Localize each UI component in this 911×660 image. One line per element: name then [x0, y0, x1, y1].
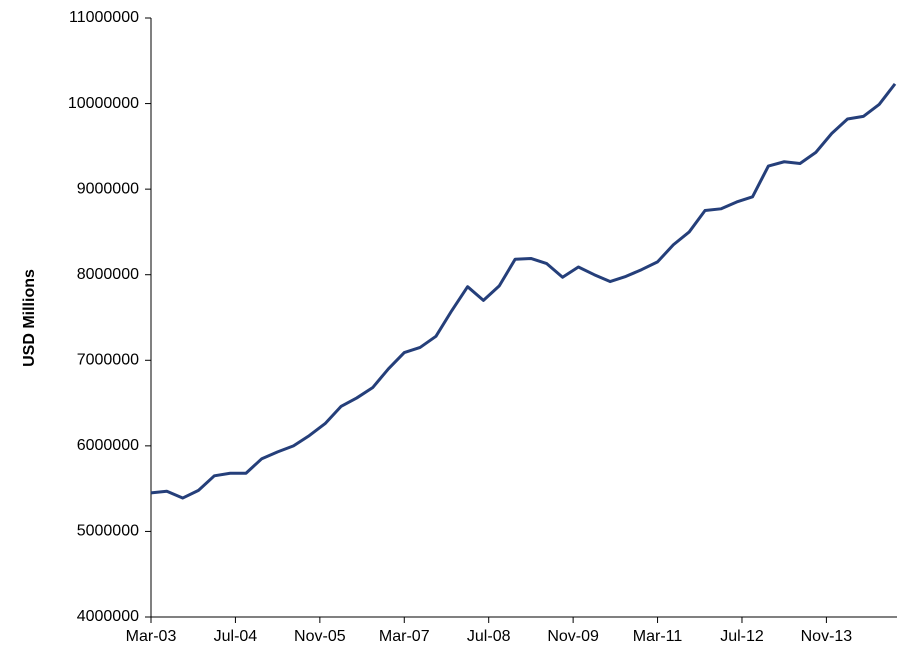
- y-tick-label: 10000000: [68, 95, 139, 112]
- x-tick-label: Mar-07: [379, 628, 430, 645]
- y-tick-label: 4000000: [77, 608, 139, 625]
- x-tick-label: Jul-08: [467, 628, 511, 645]
- x-tick-label: Jul-12: [720, 628, 764, 645]
- x-tick-label: Nov-09: [547, 628, 599, 645]
- y-tick-label: 11000000: [69, 9, 139, 26]
- y-tick-label: 8000000: [77, 266, 139, 283]
- x-tick-label: Mar-11: [633, 628, 683, 645]
- x-tick-label: Mar-03: [126, 628, 177, 645]
- x-tick-label: Nov-05: [294, 628, 346, 645]
- y-axis-label: USD Millions: [21, 269, 38, 367]
- y-tick-label: 6000000: [77, 437, 139, 454]
- y-tick-label: 5000000: [77, 523, 139, 540]
- data-line: [150, 82, 897, 500]
- x-tick-label: Jul-04: [214, 628, 258, 645]
- y-tick-label: 9000000: [77, 180, 139, 197]
- y-tick-label: 7000000: [77, 352, 139, 369]
- x-tick-label: Nov-13: [801, 628, 853, 645]
